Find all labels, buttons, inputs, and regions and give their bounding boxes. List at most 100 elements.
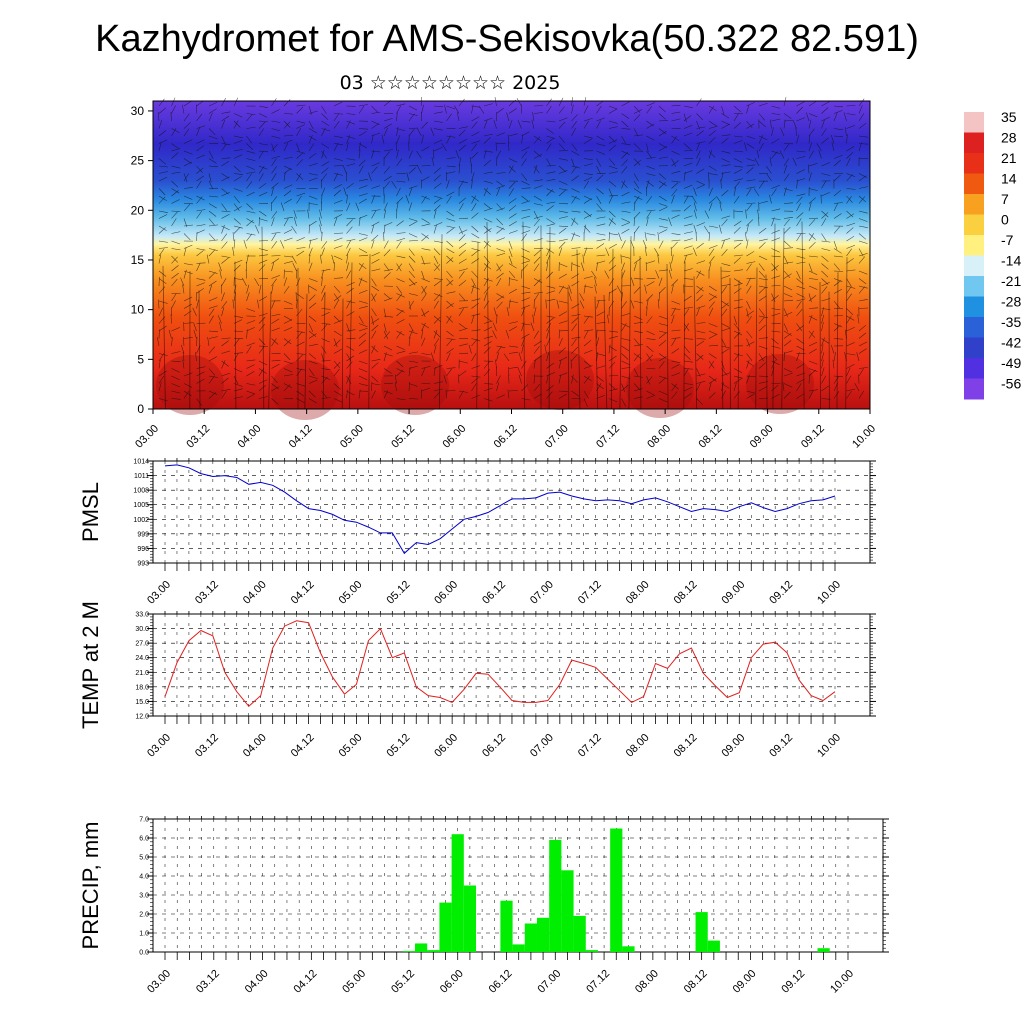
wind-barb [771,184,781,189]
wind-barb [183,224,193,227]
wind-barb [658,173,667,180]
wind-barb [308,302,317,309]
wind-barb [333,200,343,204]
colorbar-swatch [964,194,984,215]
wind-barb [233,206,242,212]
wind-barb [358,165,364,174]
wind-barb [671,214,680,219]
wind-barb [745,209,747,219]
wind-barb [808,360,818,365]
wind-barb [320,254,322,264]
wind-barb [521,215,531,219]
wind-barb [383,202,388,212]
wind-barb [183,303,192,309]
wind-barb [558,320,568,324]
wind-barb [771,237,781,242]
wind-barb [796,300,802,309]
chart-title: Kazhydromet for AMS-Sekisovka(50.322 82.… [95,18,919,60]
wind-barb [283,368,293,373]
wind-barb [368,172,372,182]
wind-barb [383,272,391,279]
wind-barb [758,355,767,362]
wind-barb [308,278,318,282]
wind-barb [333,217,338,227]
streak-line [594,296,599,410]
x-tick-label: 09.00 [748,423,776,451]
wind-barb [333,360,341,368]
wind-barb [271,182,279,189]
wind-barb [458,293,466,301]
wind-barb [796,233,802,242]
wind-barb [196,282,205,287]
wind-barb [346,374,351,384]
wind-barb [508,158,518,163]
wind-barb [208,376,215,384]
wind-barb [546,315,556,318]
wind-barb [846,210,854,218]
wind-barb [596,165,601,175]
wind-barb [396,308,405,313]
streak-line [322,291,326,410]
wind-barb [621,222,630,227]
wind-barb [308,177,318,182]
wind-barb [483,159,491,167]
wind-barb [383,353,393,357]
wind-barb [583,349,593,354]
y-tick-label: 30 [131,104,145,118]
wind-barb [783,308,788,317]
y-tick-label: 1005 [133,502,149,509]
wind-barb [733,283,743,287]
wind-barb [783,293,793,298]
x-tick-label: 07.00 [535,968,563,996]
wind-barb [243,239,247,249]
wind-barb [858,390,865,399]
y-tick-label: 20 [131,203,145,217]
wind-barb [571,218,579,225]
wind-barb [408,281,418,287]
wind-barb [496,352,499,362]
streak-line [737,280,740,410]
wind-barb [321,173,327,182]
precip-bar [439,902,452,952]
wind-barb [796,179,798,189]
x-tick-label: 08.12 [672,732,700,760]
precip-bar [524,923,537,952]
wind-barb [246,191,255,197]
wind-barb [396,255,406,259]
wind-barb [221,176,230,182]
wind-barb [746,315,752,324]
x-tick-label: 09.12 [767,579,795,607]
wind-barb [558,393,567,399]
wind-barb [296,368,303,377]
wind-barb [158,210,168,213]
wind-barb [443,374,447,384]
wind-barb [608,217,614,227]
wind-barb [383,263,390,271]
wind-barb [394,374,397,384]
wind-barb [733,140,743,144]
wind-barb [596,135,605,141]
y-axis-label: TEMP at 2 M [78,601,103,729]
wind-barb [846,113,856,116]
wind-barb [658,390,668,395]
wind-barb [658,113,666,120]
wind-barb [846,363,855,369]
wind-barb [608,336,618,339]
wind-barb [346,262,349,272]
wind-barb [371,224,375,234]
wind-barb [246,165,255,170]
panel-frame [152,460,871,564]
wind-barb [608,375,619,377]
wind-barb [371,383,381,386]
wind-barb [358,149,361,159]
colorbar-swatch [964,214,984,236]
wind-barb [421,255,425,265]
wind-barb [746,308,749,318]
wind-barb [408,128,415,137]
wind-barb [808,142,813,152]
wind-barb [618,232,622,242]
x-tick-label: 10.00 [850,423,878,451]
wind-barb [271,300,276,309]
wind-barb [321,231,323,242]
wind-barb [158,286,166,294]
